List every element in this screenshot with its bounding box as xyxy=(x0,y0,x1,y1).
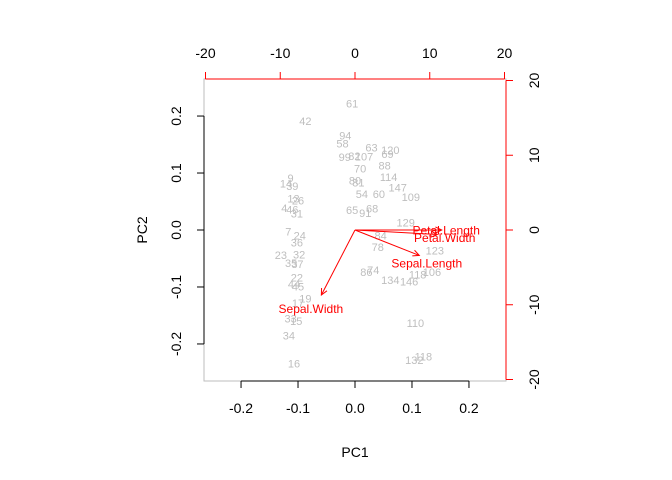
x-axis-title: PC1 xyxy=(341,444,368,460)
observation-label: 84 xyxy=(375,231,387,243)
observation-label: 82 xyxy=(348,151,360,163)
observation-label: 88 xyxy=(379,161,391,173)
observation-label: 147 xyxy=(389,182,407,194)
observation-label: 24 xyxy=(294,231,306,243)
observation-label: 80 xyxy=(349,175,361,187)
observation-label: 65 xyxy=(346,205,358,217)
observation-label: 4 xyxy=(281,203,287,215)
observation-label: 99 xyxy=(339,152,351,164)
observation-label: 34 xyxy=(283,330,295,342)
bottom-tick-label: 0.2 xyxy=(459,400,479,416)
observation-label: 106 xyxy=(423,267,441,279)
observation-label: 58 xyxy=(336,138,348,150)
loading-arrowhead xyxy=(320,288,328,297)
observation-label: 91 xyxy=(359,208,371,220)
observation-label: 134 xyxy=(381,275,399,287)
left-axis: -0.2 -0.1 0.0 0.1 0.2 xyxy=(168,106,205,356)
observation-label: 36 xyxy=(291,238,303,250)
observation-label: 146 xyxy=(400,276,418,288)
right-tick-label: 20 xyxy=(526,72,542,88)
top-tick-label: 0 xyxy=(351,45,359,61)
observation-label: 9 xyxy=(288,173,294,185)
left-tick-label: 0.0 xyxy=(168,220,184,240)
observation-label: 45 xyxy=(292,281,304,293)
top-tick-label: -20 xyxy=(195,45,215,61)
observation-label: 23 xyxy=(275,250,287,262)
bottom-axis: -0.2 -0.1 0.0 0.1 0.2 xyxy=(229,380,479,416)
observation-label: 35 xyxy=(285,258,297,270)
observation-label: 123 xyxy=(426,246,444,258)
left-tick-label: -0.2 xyxy=(168,332,184,356)
observation-label: 68 xyxy=(366,203,378,215)
observation-label: 114 xyxy=(380,172,398,184)
right-tick-label: -20 xyxy=(526,369,542,389)
loading-arrowhead xyxy=(412,249,421,257)
observation-label: 42 xyxy=(299,116,311,128)
top-axis: -20 -10 0 10 20 xyxy=(195,45,513,80)
observation-label: 63 xyxy=(365,142,377,154)
right-axis: -20 -10 0 10 20 xyxy=(505,72,542,390)
observation-label: 69 xyxy=(381,149,393,161)
observation-label: 39 xyxy=(286,181,298,193)
top-tick-label: -10 xyxy=(270,45,290,61)
right-tick-label: -10 xyxy=(526,294,542,314)
loading-arrowhead xyxy=(430,230,439,238)
observation-label: 109 xyxy=(402,192,420,204)
observation-label: 13 xyxy=(287,194,299,206)
observation-label: 110 xyxy=(407,318,425,330)
observation-label: 94 xyxy=(339,130,351,142)
loading-label: Sepal.Length xyxy=(391,257,462,271)
observation-label: 22 xyxy=(291,272,303,284)
y-axis-title: PC2 xyxy=(134,216,150,243)
observation-label: 44 xyxy=(288,279,300,291)
top-tick-label: 10 xyxy=(422,45,438,61)
right-tick-label: 10 xyxy=(526,147,542,163)
observation-label: 118 xyxy=(415,351,433,363)
observation-label: 60 xyxy=(373,189,385,201)
observation-label: 37 xyxy=(291,259,303,271)
observation-label: 61 xyxy=(346,99,358,111)
observation-label: 26 xyxy=(292,195,304,207)
observation-label: 86 xyxy=(360,267,372,279)
observation-label: 33 xyxy=(284,313,296,325)
observation-label: 17 xyxy=(292,298,304,310)
observation-label: 81 xyxy=(352,178,364,190)
loadings-layer: Petal.LengthPetal.WidthSepal.LengthSepal… xyxy=(279,224,480,316)
bottom-tick-label: 0.0 xyxy=(345,400,365,416)
observation-label: 132 xyxy=(405,355,423,367)
observation-label: 32 xyxy=(293,250,305,262)
loading-arrowhead xyxy=(435,226,443,234)
observation-label: 129 xyxy=(397,218,415,230)
observation-label: 14 xyxy=(280,178,292,190)
observation-label: 120 xyxy=(381,145,399,157)
observation-label: 15 xyxy=(290,316,302,328)
left-tick-label: -0.1 xyxy=(168,275,184,299)
top-tick-label: 20 xyxy=(497,45,513,61)
observation-label: 54 xyxy=(356,189,368,201)
observation-label: 78 xyxy=(372,242,384,254)
loading-label: Sepal.Width xyxy=(279,302,344,316)
loading-label: Petal.Width xyxy=(414,231,475,245)
bottom-tick-label: -0.2 xyxy=(229,400,253,416)
observation-label: 46 xyxy=(286,204,298,216)
observation-label: 19 xyxy=(299,293,311,305)
observation-label: 7 xyxy=(285,227,291,239)
bottom-tick-label: 0.1 xyxy=(402,400,422,416)
left-tick-label: 0.2 xyxy=(168,106,184,126)
loading-arrow xyxy=(354,229,438,235)
bottom-tick-label: -0.1 xyxy=(286,400,310,416)
observation-label: 118 xyxy=(409,269,427,281)
loading-arrow xyxy=(320,229,356,296)
loading-arrow xyxy=(354,229,420,256)
right-tick-label: 0 xyxy=(526,226,542,234)
observation-label: 16 xyxy=(288,358,300,370)
left-tick-label: 0.1 xyxy=(168,163,184,183)
observation-label: 70 xyxy=(354,163,366,175)
observation-label: 107 xyxy=(355,151,373,163)
observation-label: 31 xyxy=(291,208,303,220)
observation-label: 74 xyxy=(367,265,379,277)
